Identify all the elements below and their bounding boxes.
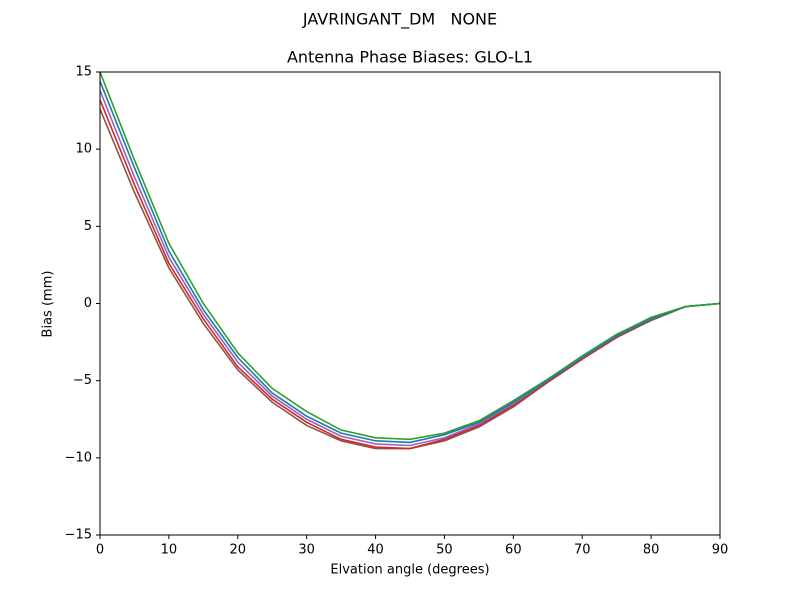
x-tick-label: 30 xyxy=(298,543,315,558)
x-tick-label: 90 xyxy=(712,543,729,558)
y-tick-label: 10 xyxy=(75,142,92,157)
chart-title: Antenna Phase Biases: GLO-L1 xyxy=(287,48,533,67)
y-tick-label: 5 xyxy=(84,219,92,234)
x-tick-label: 40 xyxy=(367,543,384,558)
y-tick-label: −15 xyxy=(65,528,92,543)
x-tick-label: 0 xyxy=(96,543,104,558)
y-tick-label: −10 xyxy=(65,450,92,465)
x-tick-label: 60 xyxy=(505,543,522,558)
y-tick-label: 15 xyxy=(75,65,92,80)
y-axis-label: Bias (mm) xyxy=(41,271,56,338)
y-tick-label: 0 xyxy=(84,296,92,311)
x-tick-label: 20 xyxy=(230,543,247,558)
series-line xyxy=(99,108,721,450)
y-tick-label: −5 xyxy=(73,373,92,388)
series-line xyxy=(99,90,721,447)
series-line xyxy=(99,99,721,450)
x-axis-label: Elvation angle (degrees) xyxy=(330,563,489,578)
suptitle: JAVRINGANT_DM NONE xyxy=(302,10,497,30)
x-tick-label: 10 xyxy=(161,543,178,558)
x-tick-label: 80 xyxy=(643,543,660,558)
x-tick-label: 70 xyxy=(574,543,591,558)
x-tick-label: 50 xyxy=(436,543,453,558)
plot-area xyxy=(99,71,721,450)
series-line xyxy=(99,71,721,441)
series-line xyxy=(99,80,721,444)
